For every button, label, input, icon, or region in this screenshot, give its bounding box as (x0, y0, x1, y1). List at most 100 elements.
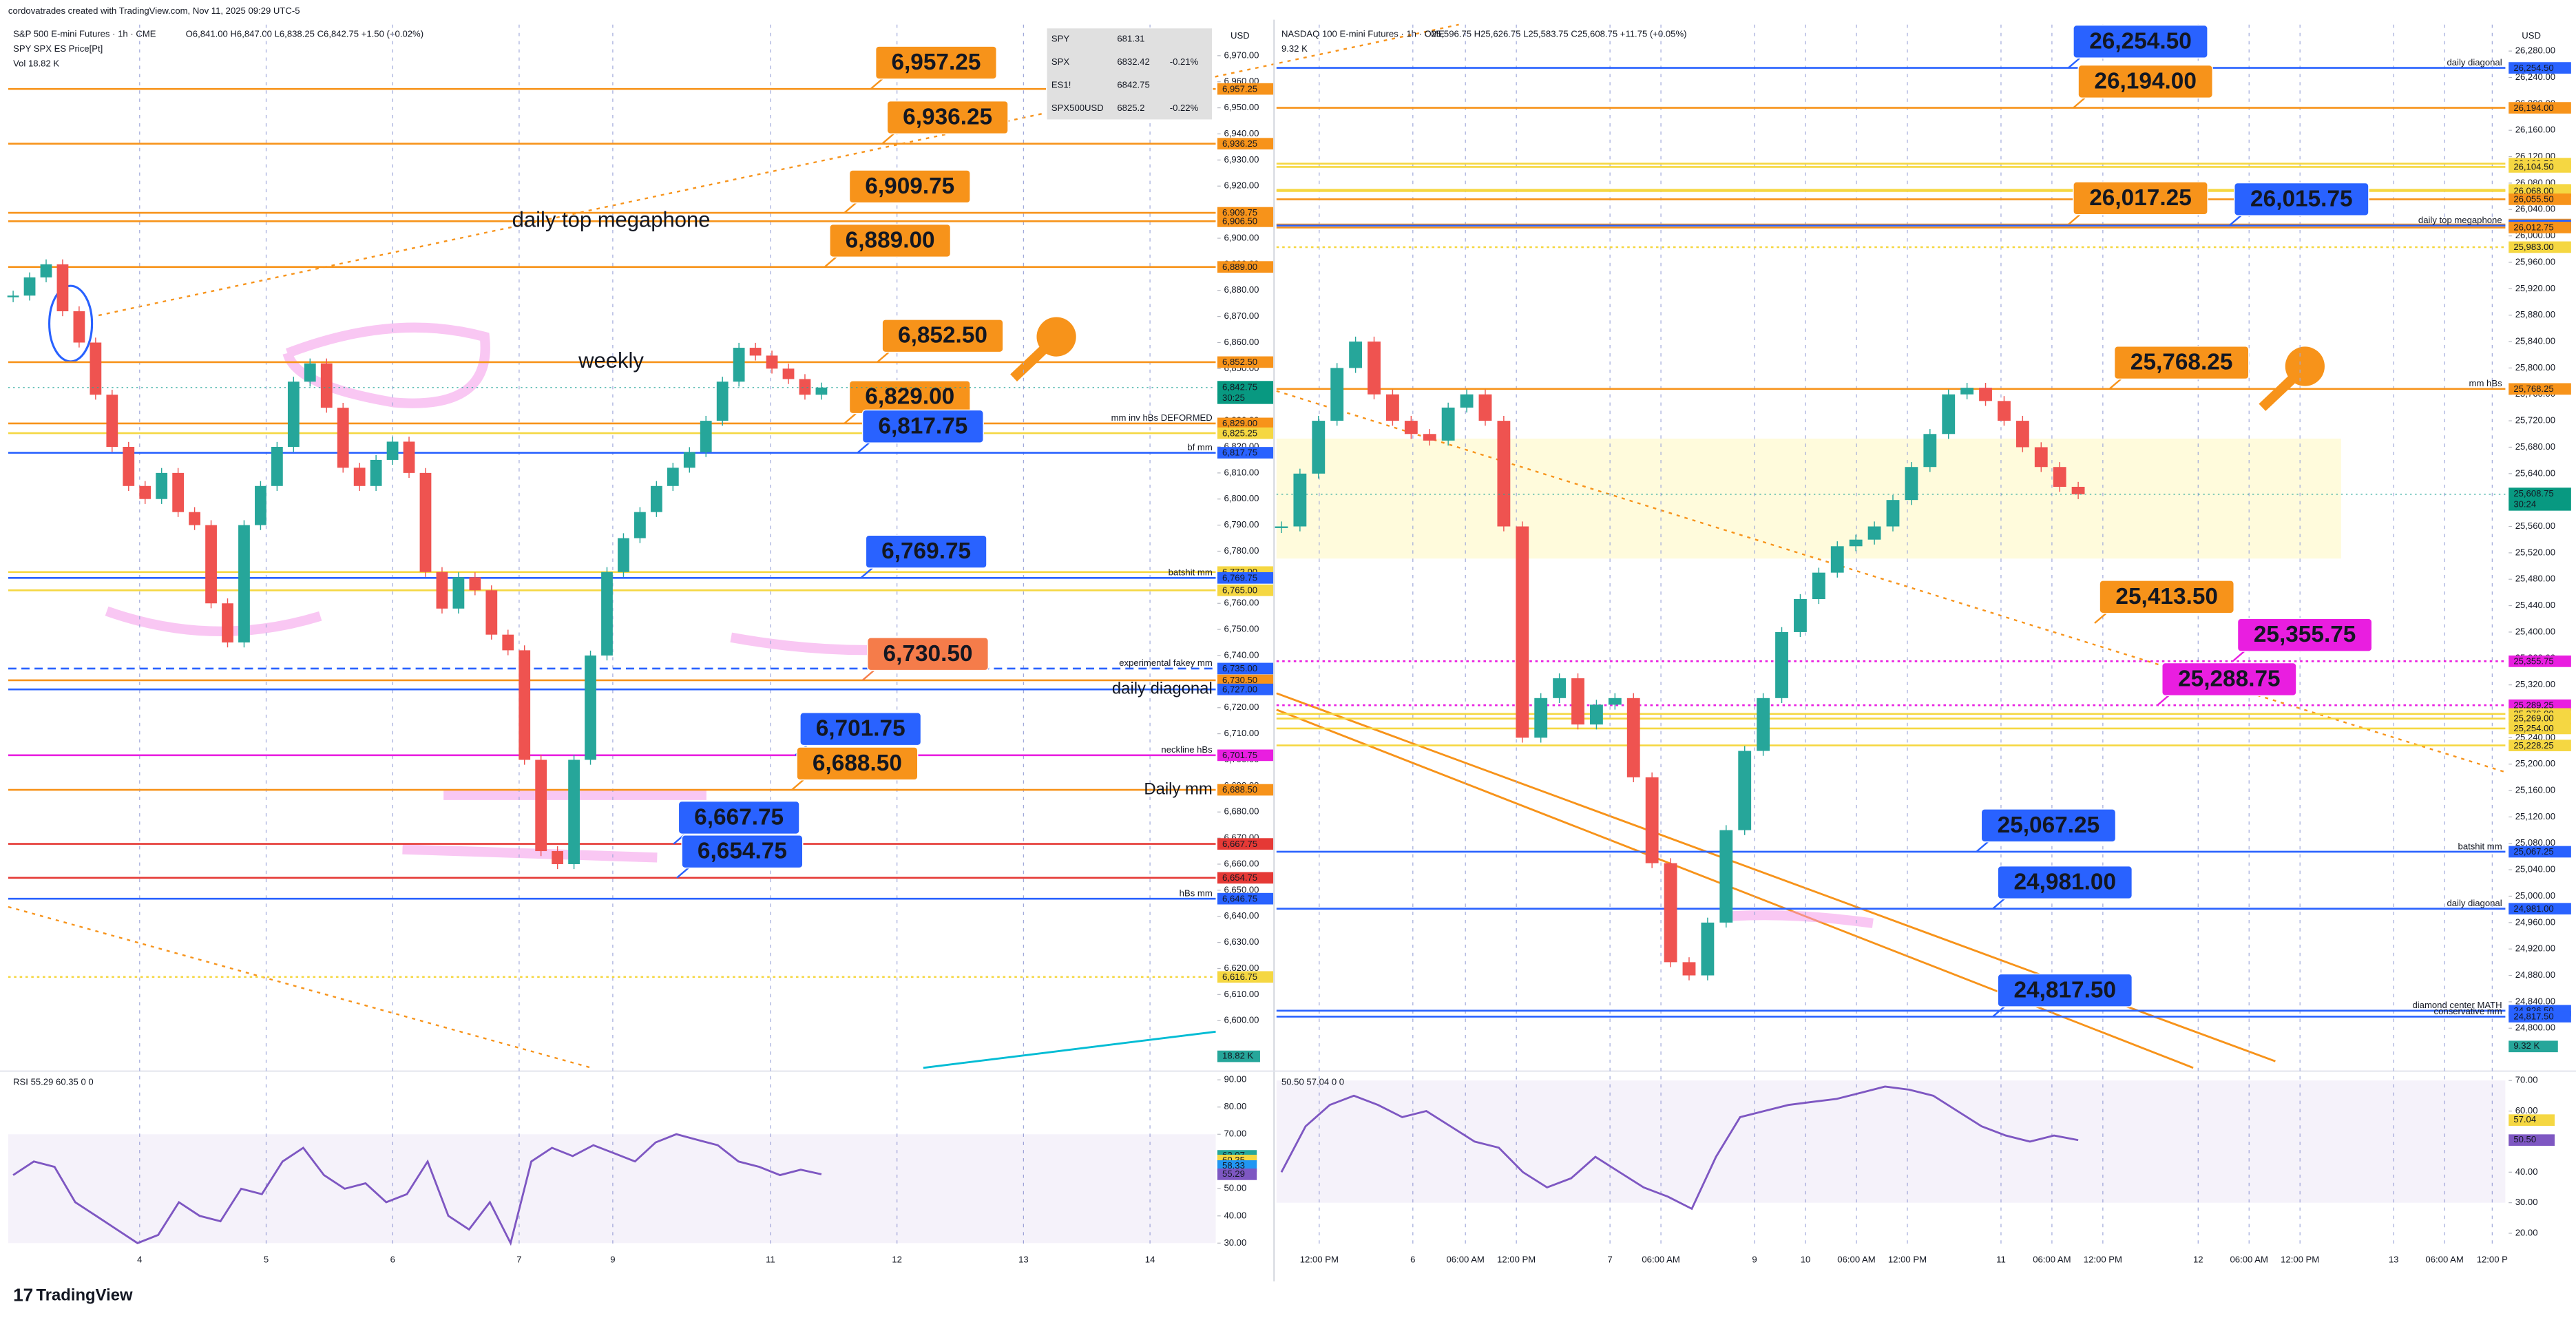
candle-body (2053, 467, 2066, 487)
candle-body (799, 379, 811, 395)
candle-body (1664, 863, 1677, 963)
rsi-tick-label: 90.00 (1224, 1074, 1246, 1085)
callout-label: 6,852.50 (898, 323, 987, 348)
price-tag (2509, 193, 2571, 205)
price-tag (1217, 261, 1274, 273)
candle-body (287, 381, 300, 447)
price-tag (1217, 138, 1274, 150)
x-tick-label: 12:00 PM (2084, 1254, 2122, 1264)
candle-body (304, 363, 316, 382)
highlight (1721, 910, 1874, 928)
y-tick-label: 6,630.00 (1224, 936, 1259, 947)
price-tag-label: 24,981.00 (2513, 903, 2553, 914)
candle-body (618, 538, 629, 572)
y-tick-label: 24,920.00 (2515, 943, 2555, 954)
level-note: daily top megaphone (512, 208, 711, 232)
candle-body (1886, 500, 1900, 527)
callout-label: 6,654.75 (698, 839, 787, 864)
callout-pointer (1976, 841, 1989, 852)
price-tag (1217, 662, 1274, 675)
level-note: mm hBs (2469, 378, 2503, 388)
x-tick-label: 06:00 AM (2230, 1254, 2268, 1264)
y-tick-label: 25,240.00 (2515, 732, 2555, 742)
rsi-tick-label: 60.00 (2515, 1105, 2538, 1115)
candle-body (23, 277, 36, 296)
rsi-legend: RSI 55.29 60.35 0 0 (13, 1077, 94, 1087)
table-cell: SPX (1051, 56, 1069, 67)
candle-body (172, 472, 185, 512)
candle-body (255, 485, 266, 525)
trend-line (923, 1030, 1216, 1069)
y-tick-label: 25,880.00 (2515, 309, 2555, 319)
y-tick-label: 26,040.00 (2515, 204, 2555, 214)
candle-body (156, 472, 168, 499)
y-tick-label: 6,720.00 (1224, 702, 1259, 712)
candle-body (1368, 342, 1381, 395)
price-tag-label: 25,254.00 (2513, 723, 2553, 733)
y-tick-label: 6,710.00 (1224, 728, 1259, 738)
callout-box (1980, 808, 2117, 843)
candle-body (1423, 434, 1436, 441)
candle-body (40, 264, 52, 277)
candle-body (1998, 401, 2011, 421)
callout-box (2073, 181, 2208, 216)
candle-body (436, 572, 448, 609)
x-tick-label: 12 (2193, 1254, 2203, 1264)
y-tick-label: 6,640.00 (1224, 910, 1259, 921)
candle-body (2071, 486, 2085, 494)
callout-box (2237, 618, 2373, 652)
callout-box (678, 800, 800, 835)
y-tick-label: 6,900.00 (1224, 232, 1259, 242)
price-tag-label: 6,765.00 (1222, 585, 1257, 595)
price-tag-label: 26,012.75 (2513, 222, 2553, 233)
x-tick-label: 6 (1410, 1254, 1415, 1264)
level-note: neckline hBs (1161, 744, 1213, 755)
candle-body (1738, 751, 1752, 830)
rsi-line (12, 1133, 822, 1246)
callout-pointer (844, 202, 857, 213)
currency: USD (2522, 30, 2541, 41)
price-tag-label: 6,654.75 (1222, 872, 1257, 883)
price-tag (2509, 62, 2571, 74)
price-tag (1217, 784, 1274, 796)
candle-body (1534, 698, 1548, 738)
callout-label: 25,067.25 (1998, 813, 2100, 838)
callout-label: 26,194.00 (2094, 68, 2197, 94)
price-tag (1217, 892, 1274, 905)
candle-body (1275, 526, 1288, 528)
candle-body (1330, 368, 1344, 421)
countdown: 30:24 (2513, 499, 2536, 510)
y-tick-label: 6,680.00 (1224, 806, 1259, 817)
x-tick-label: 06:00 AM (2033, 1254, 2071, 1264)
price-tag-label: 6,852.50 (1222, 357, 1257, 367)
candle-body (1460, 394, 1474, 408)
callout-label: 26,015.75 (2250, 186, 2353, 211)
price-tag (2509, 1011, 2571, 1023)
candle-body (1645, 777, 1659, 863)
candle-body (1960, 388, 1974, 395)
price-tag (1217, 427, 1274, 439)
x-tick-label: 12:00 PM (2281, 1254, 2319, 1264)
price-tag-label: 6,825.25 (1222, 428, 1257, 438)
rsi-tick-label: 40.00 (1224, 1210, 1246, 1220)
candle-body (601, 572, 613, 656)
y-tick-label: 25,480.00 (2515, 574, 2555, 584)
level-note: experimental fakey mm (1119, 658, 1213, 668)
y-tick-label: 24,960.00 (2515, 916, 2555, 927)
table-cell: 6832.42 (1117, 56, 1149, 67)
candle-body (1626, 698, 1640, 777)
subtitle: SPY SPX ES Price[Pt] (13, 43, 103, 54)
y-tick-label: 6,920.00 (1224, 180, 1259, 191)
candle-body (2015, 421, 2029, 448)
price-tag (1217, 447, 1274, 459)
y-tick-label: 6,880.00 (1224, 284, 1259, 295)
candle-body (1923, 434, 1937, 468)
y-tick-label: 25,720.00 (2515, 415, 2555, 426)
callout-box (2077, 64, 2213, 99)
price-tag-label: 25,355.75 (2513, 656, 2553, 667)
y-tick-label: 6,750.00 (1224, 624, 1259, 634)
level-note: daily top megaphone (2418, 215, 2502, 225)
candle-body (353, 468, 366, 486)
level-note: daily diagonal (1112, 680, 1213, 698)
y-tick-label: 26,240.00 (2515, 72, 2555, 82)
